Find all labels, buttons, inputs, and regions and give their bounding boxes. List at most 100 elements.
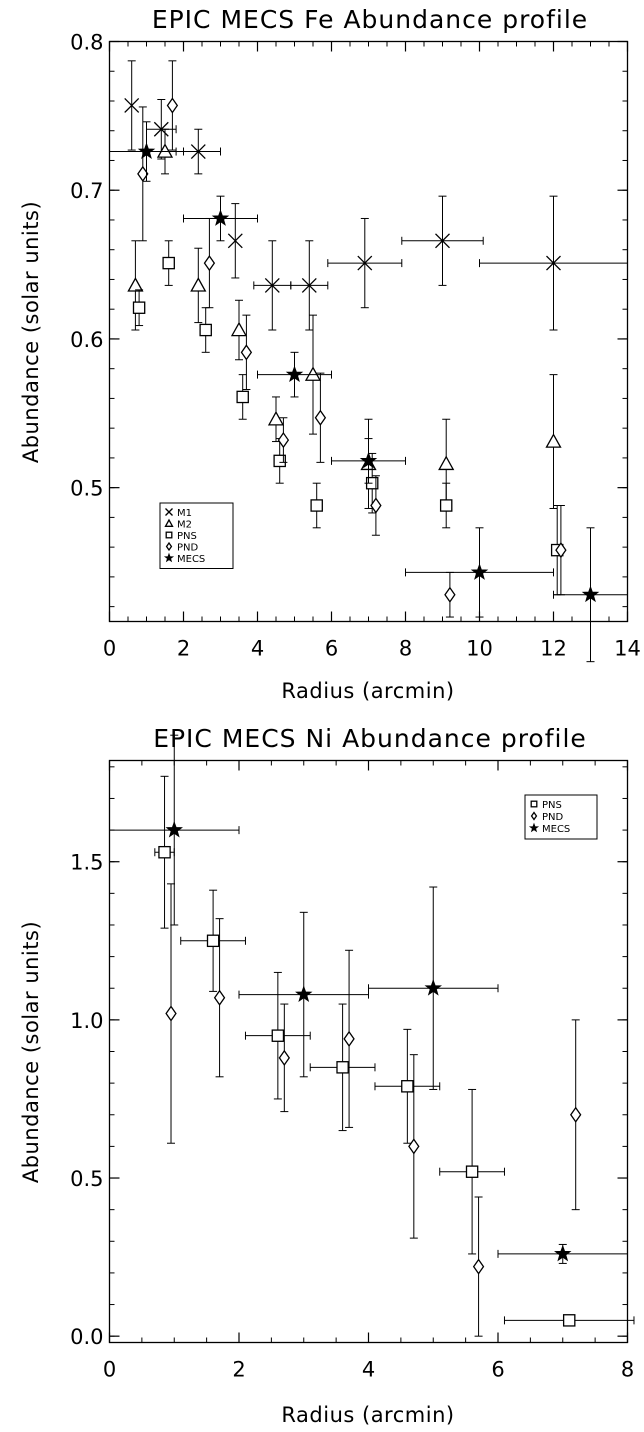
legend-label: MECS — [542, 824, 570, 835]
m2-marker — [545, 433, 562, 448]
mecs-marker — [137, 142, 156, 159]
data-point-pns — [310, 482, 323, 529]
data-point-pns — [132, 289, 146, 327]
data-point-pns — [199, 307, 212, 353]
x-tick-label: 6 — [491, 1358, 504, 1382]
mecs-legend-icon — [528, 822, 540, 833]
m1-marker — [546, 255, 561, 271]
data-point-pns — [180, 889, 246, 992]
pnd-marker — [277, 431, 290, 449]
pnd-marker — [203, 254, 216, 272]
x-tick-label: 4 — [362, 1358, 375, 1382]
data-point-m2 — [156, 128, 174, 175]
m2-marker — [438, 455, 455, 471]
series-mecs — [109, 734, 628, 1264]
fe-data-marks — [109, 60, 628, 663]
pns-marker — [439, 499, 453, 512]
legend-label: MECS — [177, 554, 205, 565]
mecs-marker — [581, 585, 600, 603]
ni-y-axis-label: Abundance (solar units) — [19, 921, 43, 1183]
pns-marker — [562, 1314, 576, 1327]
ni-chart-title: EPIC MECS Ni Abundance profile — [153, 724, 587, 753]
legend-label: PNS — [542, 800, 562, 811]
mecs-marker — [424, 979, 442, 996]
data-point-pnd — [408, 1054, 420, 1239]
series-mecs — [109, 121, 628, 663]
pns-marker — [271, 1029, 285, 1042]
pns-legend-icon — [165, 531, 173, 539]
legend-label: M2 — [177, 520, 192, 531]
series-pns — [154, 775, 635, 1327]
m2-marker — [156, 143, 174, 158]
legend-label: M1 — [177, 508, 192, 519]
m2-legend-icon — [164, 518, 174, 527]
fe-axes-ticks — [108, 40, 629, 622]
data-point-pnd — [314, 372, 327, 463]
pnd-marker — [472, 1258, 485, 1275]
pns-marker — [336, 1061, 349, 1074]
ni-tick-labels: 0 2 4 6 8 0.0 0.5 1.0 1.5 — [70, 851, 634, 1382]
data-point-mecs — [368, 886, 499, 1090]
legend-entry-mecs: MECS — [528, 822, 570, 835]
data-point-pns — [162, 240, 175, 286]
legend-entry-m1: M1 — [165, 508, 192, 519]
data-point-mecs — [109, 734, 240, 926]
m2-marker — [230, 321, 248, 337]
legend-label: PND — [542, 812, 564, 823]
data-point-m2 — [545, 374, 562, 509]
m2-marker — [127, 277, 144, 292]
pnd-marker — [555, 541, 567, 559]
data-point-pnd — [213, 918, 226, 1078]
x-tick-label: 0 — [103, 637, 116, 661]
legend-entry-pns: PNS — [530, 800, 562, 811]
data-point-mecs — [497, 1243, 628, 1264]
data-point-m1 — [327, 217, 403, 309]
pns-marker — [158, 845, 171, 859]
data-point-pns — [309, 1003, 376, 1132]
data-point-m1 — [227, 203, 243, 279]
m1-marker — [357, 255, 373, 271]
data-point-pnd — [570, 1019, 582, 1211]
m1-marker — [190, 144, 206, 160]
pns-marker — [401, 1080, 414, 1093]
x-tick-label: 2 — [232, 1358, 245, 1382]
mecs-marker — [470, 563, 489, 580]
data-point-m2 — [190, 247, 207, 324]
data-point-pnd — [240, 314, 253, 390]
data-point-pnd — [166, 60, 179, 151]
data-point-m1 — [401, 195, 484, 286]
data-point-m1 — [124, 60, 140, 151]
data-point-m2 — [127, 240, 144, 331]
pns-marker — [206, 934, 220, 948]
x-tick-label: 14 — [614, 637, 641, 661]
fe-abundance-chart: EPIC MECS Fe Abundance profile 0 2 4 6 8 10 12… — [19, 5, 641, 703]
y-tick-label: 0.8 — [70, 31, 103, 55]
m2-marker — [267, 410, 285, 426]
data-point-pnd — [278, 1003, 291, 1113]
data-point-m2 — [267, 396, 285, 443]
series-pns — [132, 240, 564, 596]
data-point-pns — [439, 482, 453, 529]
m1-marker — [124, 97, 140, 113]
y-tick-label: 1.0 — [70, 1009, 103, 1033]
pnd-marker — [370, 497, 382, 514]
pnd-marker — [570, 1106, 582, 1123]
ni-data-marks — [109, 734, 635, 1337]
pns-legend-icon — [530, 800, 538, 808]
series-m2 — [127, 128, 562, 509]
data-point-m1 — [479, 195, 628, 331]
data-point-pns — [439, 1088, 505, 1255]
legend-entry-pns: PNS — [165, 531, 197, 542]
pnd-marker — [166, 97, 179, 114]
series-pnd — [165, 883, 582, 1337]
data-point-pnd — [370, 475, 382, 536]
fe-y-axis-label: Abundance (solar units) — [19, 201, 43, 463]
y-tick-label: 0.5 — [70, 477, 103, 501]
legend-label: PND — [177, 543, 199, 554]
m1-legend-icon — [165, 508, 173, 516]
y-tick-label: 0.6 — [70, 328, 103, 352]
y-tick-label: 0.0 — [70, 1325, 103, 1349]
pnd-marker — [408, 1138, 420, 1155]
pnd-marker — [314, 409, 327, 426]
data-point-pns — [503, 1314, 635, 1327]
